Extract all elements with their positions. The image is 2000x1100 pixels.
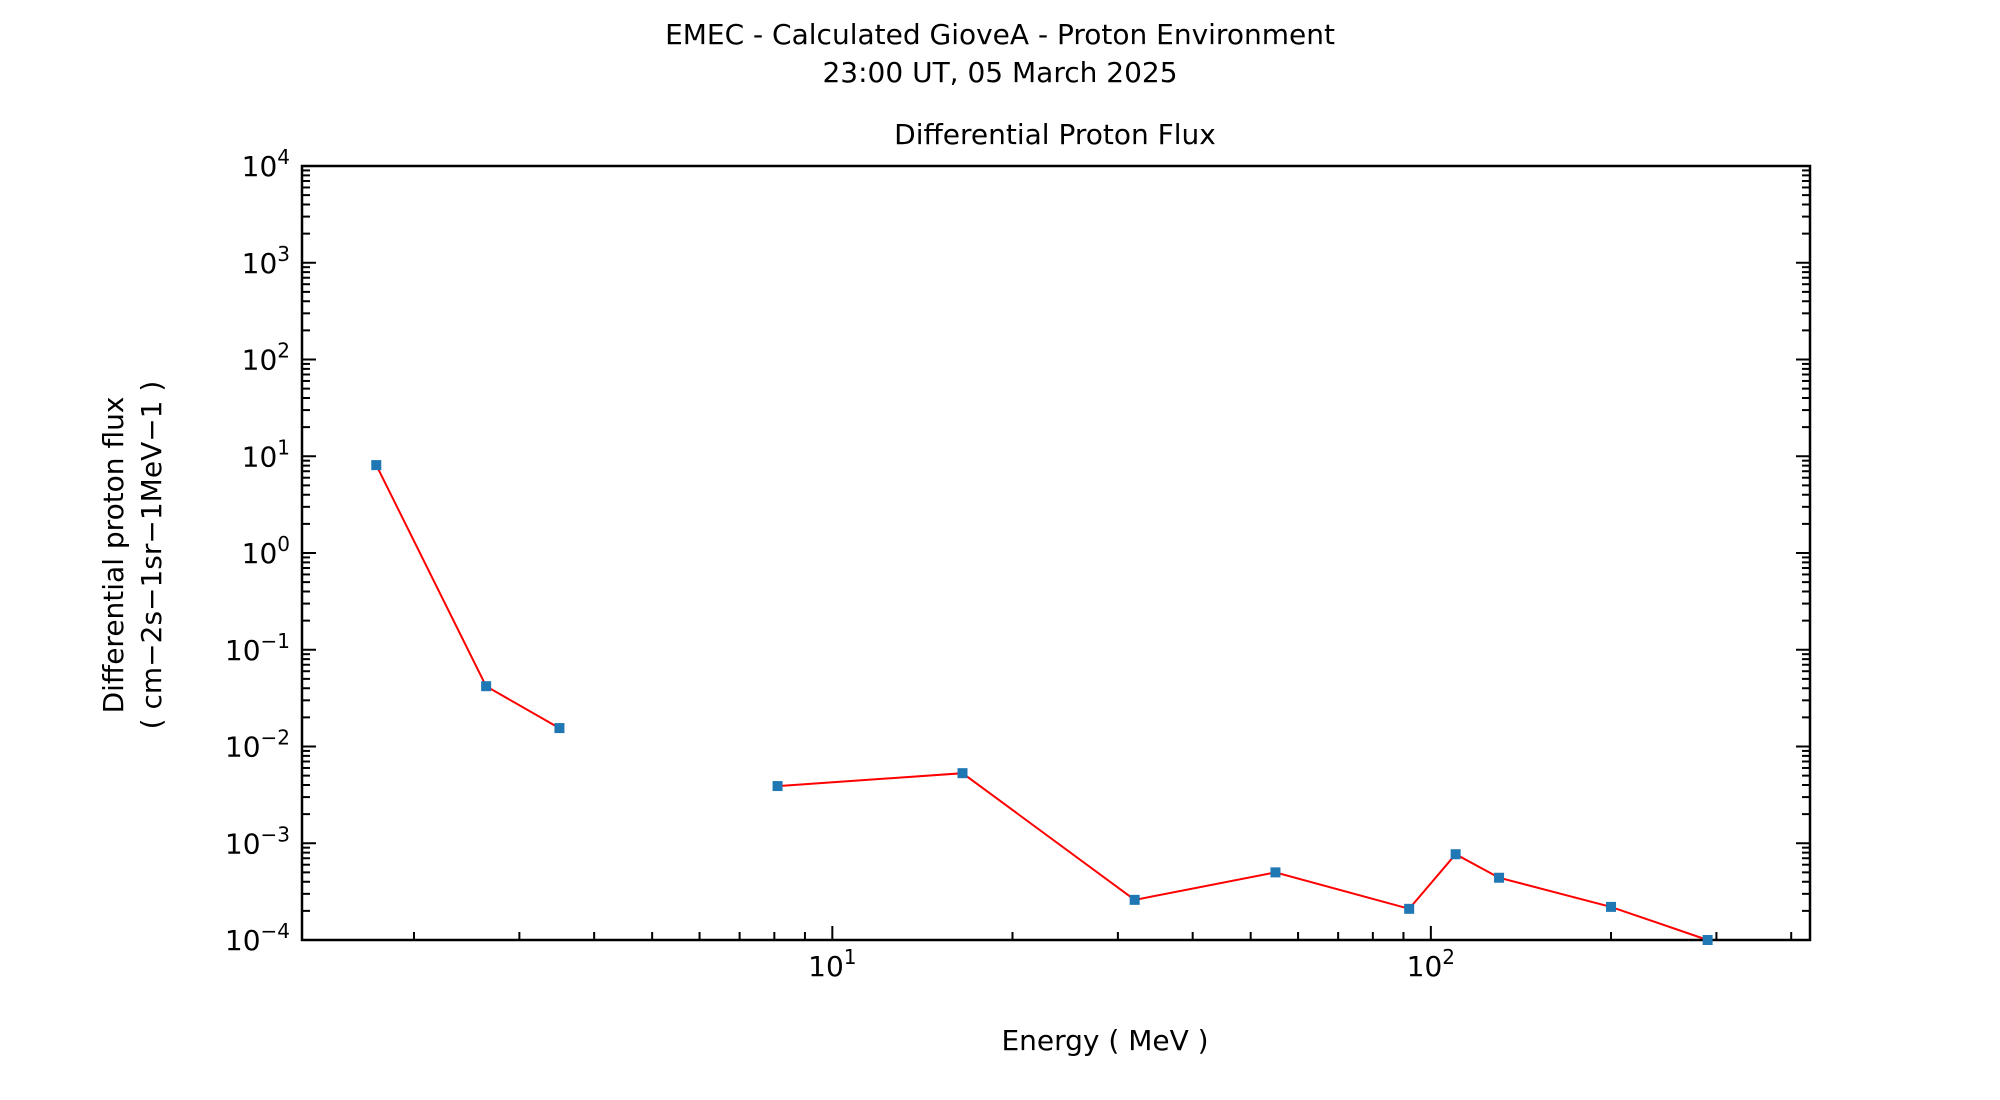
figure-subtitle: 23:00 UT, 05 March 2025	[822, 56, 1178, 89]
y-tick-label: 101	[242, 435, 290, 473]
data-point-marker	[1129, 894, 1140, 905]
y-axis-title: Differential proton flux	[97, 397, 130, 714]
data-point-marker	[957, 768, 968, 779]
plot-frame	[300, 164, 1812, 942]
y-tick-label: 10−3	[225, 822, 290, 860]
y-axis-title-group: Differential proton flux ( cm−2s−1sr−1Me…	[97, 381, 168, 730]
data-point-marker	[481, 681, 492, 692]
y-tick-label: 103	[242, 242, 290, 280]
chart-title: Differential Proton Flux	[894, 118, 1216, 151]
y-tick-label: 10−1	[225, 629, 290, 667]
data-point-marker	[1404, 903, 1415, 914]
series-line	[777, 772, 1708, 941]
data-point-marker	[554, 723, 565, 734]
x-tick-label: 102	[1407, 945, 1455, 983]
x-tick-label: 101	[808, 945, 856, 983]
y-tick-label: 100	[242, 532, 290, 570]
y-axis-units: ( cm−2s−1sr−1MeV−1 )	[135, 381, 168, 730]
figure-title: EMEC - Calculated GioveA - Proton Enviro…	[665, 18, 1335, 51]
data-point-marker	[1494, 872, 1505, 883]
data-point-marker	[1450, 849, 1461, 860]
y-tick-label: 10−2	[225, 726, 290, 764]
y-tick-label: 10−4	[225, 919, 290, 957]
data-layer	[371, 460, 1713, 945]
x-axis-title: Energy ( MeV )	[1001, 1024, 1208, 1057]
data-point-marker	[371, 460, 382, 471]
y-tick-label: 102	[242, 339, 290, 377]
ticks-layer: 104 103 102 101 100 10−1 10−2 10−3 10−4 101 102	[225, 145, 1810, 983]
series-line	[375, 464, 560, 729]
data-point-marker	[1606, 901, 1617, 912]
data-point-marker	[1702, 935, 1713, 945]
y-tick-label: 104	[242, 145, 290, 183]
data-point-marker	[1270, 867, 1281, 878]
data-point-marker	[772, 781, 783, 792]
